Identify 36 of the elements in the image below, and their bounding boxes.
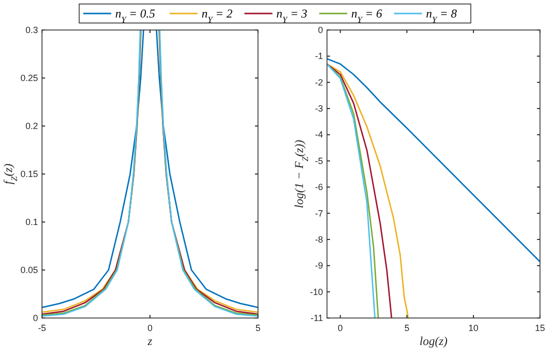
y-tick-label: 0.25: [20, 73, 38, 83]
y-tick-label: -1: [314, 51, 323, 62]
y-tick-label: 0.3: [25, 25, 38, 35]
y-tick-label: 0.05: [20, 265, 38, 275]
x-axis-title: log(z): [420, 334, 448, 348]
y-tick-label: -8: [314, 234, 323, 244]
x-tick-label: 10: [468, 323, 478, 333]
line-series: [327, 63, 392, 318]
x-tick-label: 5: [404, 323, 410, 333]
y-tick-label: 0: [318, 25, 323, 35]
y-tick-label: 0.2: [25, 121, 38, 131]
legend-label: n$_{Y}$ = 6: [351, 6, 382, 24]
line-series: [327, 63, 409, 318]
x-axis-title: z: [146, 334, 153, 348]
legend-label: n$_{Y}$ = 3: [276, 6, 308, 24]
y-tick-label: -4: [314, 130, 323, 140]
y-tick-label: -6: [314, 182, 323, 192]
y-tick-label: -5: [314, 156, 323, 166]
y-tick-label: -3: [314, 104, 323, 114]
y-tick-label: 0.1: [25, 217, 38, 227]
legend-label: n$_{Y}$ = 0.5: [115, 6, 156, 24]
x-tick-label: 0: [147, 323, 153, 333]
x-tick-label: 15: [534, 323, 546, 333]
x-tick-label: 5: [255, 323, 261, 333]
y-tick-label: -11: [310, 313, 323, 323]
y-tick-label: -2: [314, 77, 323, 88]
x-tick-label: -5: [38, 323, 46, 333]
legend-label: n$_{Y}$ = 8: [426, 6, 457, 24]
y-tick-label: -7: [314, 208, 323, 218]
y-tick-label: -10: [310, 286, 323, 297]
line-series: [327, 58, 540, 262]
y-tick-label: -9: [314, 260, 323, 271]
y-tick-label: 0.15: [20, 169, 38, 179]
legend-label: n$_{Y}$ = 2: [202, 6, 233, 24]
y-tick-label: 0: [32, 313, 38, 323]
x-tick-label: 0: [338, 323, 343, 333]
